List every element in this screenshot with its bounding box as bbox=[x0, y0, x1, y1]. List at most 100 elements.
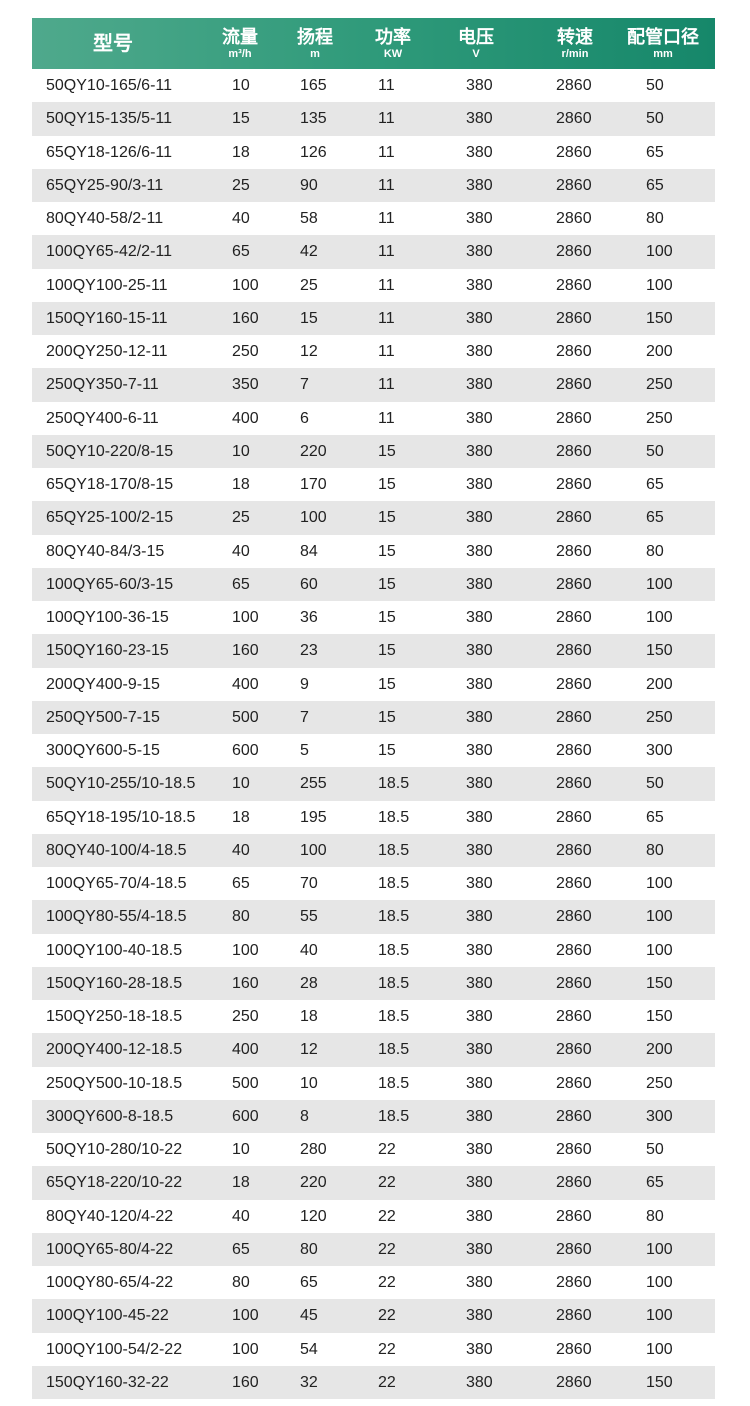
cell-flow: 15 bbox=[232, 110, 250, 128]
cell-model: 100QY80-55/4-18.5 bbox=[46, 908, 187, 926]
table-row: 250QY500-10-18.5 500 10 18.5 380 2860 250 bbox=[32, 1067, 715, 1100]
cell-model: 100QY65-80/4-22 bbox=[46, 1240, 174, 1258]
cell-power: 11 bbox=[378, 77, 395, 94]
cell-head: 58 bbox=[300, 210, 318, 227]
cell-head: 5 bbox=[300, 742, 309, 759]
cell-model: 100QY65-42/2-11 bbox=[46, 243, 173, 261]
table-row: 100QY100-36-15 100 36 15 380 2860 100 bbox=[32, 601, 715, 634]
cell-pipe-diameter: 100 bbox=[646, 1307, 673, 1325]
cell-flow: 40 bbox=[232, 841, 250, 859]
cell-voltage: 380 bbox=[466, 775, 493, 793]
cell-speed: 2860 bbox=[556, 908, 592, 926]
table-row: 80QY40-100/4-18.5 40 100 18.5 380 2860 80 bbox=[32, 833, 715, 867]
cell-pipe-diameter: 150 bbox=[646, 1008, 673, 1025]
cell-head: 15 bbox=[300, 309, 318, 327]
table-row: 100QY65-42/2-11 65 42 11 380 2860 100 bbox=[32, 235, 715, 269]
cell-model: 150QY160-32-22 bbox=[46, 1373, 169, 1391]
cell-speed: 2860 bbox=[556, 276, 592, 294]
cell-voltage: 380 bbox=[466, 675, 493, 693]
cell-speed: 2860 bbox=[556, 376, 592, 394]
cell-model: 100QY100-54/2-22 bbox=[46, 1340, 183, 1358]
cell-flow: 600 bbox=[232, 1107, 259, 1125]
cell-flow: 10 bbox=[232, 1141, 250, 1158]
cell-model: 65QY18-195/10-18.5 bbox=[46, 808, 196, 826]
cell-flow: 160 bbox=[232, 1373, 259, 1391]
cell-head: 100 bbox=[300, 841, 327, 859]
cell-model: 300QY600-8-18.5 bbox=[46, 1107, 174, 1125]
cell-voltage: 380 bbox=[466, 941, 493, 959]
cell-head: 165 bbox=[300, 77, 327, 94]
header-title: 转速 bbox=[557, 26, 593, 47]
cell-pipe-diameter: 65 bbox=[646, 509, 664, 527]
cell-model: 100QY65-60/3-15 bbox=[46, 575, 174, 593]
cell-pipe-diameter: 80 bbox=[646, 542, 664, 560]
cell-head: 55 bbox=[300, 908, 318, 926]
table-header: 型号 流量 m³/h 扬程 m 功率 KW 电压 V 转速 r/min 配管口径 mm bbox=[32, 18, 715, 69]
cell-speed: 2860 bbox=[556, 542, 592, 560]
cell-power: 15 bbox=[378, 675, 396, 693]
cell-model: 80QY40-120/4-22 bbox=[46, 1207, 174, 1225]
cell-speed: 2860 bbox=[556, 708, 592, 726]
cell-pipe-diameter: 200 bbox=[646, 1041, 673, 1059]
cell-voltage: 380 bbox=[466, 210, 493, 227]
header-unit: V bbox=[472, 47, 480, 60]
cell-model: 100QY80-65/4-22 bbox=[46, 1274, 174, 1291]
cell-power: 15 bbox=[378, 575, 396, 593]
cell-flow: 500 bbox=[232, 1074, 259, 1092]
cell-speed: 2860 bbox=[556, 1340, 592, 1358]
cell-speed: 2860 bbox=[556, 1141, 592, 1158]
cell-power: 22 bbox=[378, 1307, 396, 1325]
cell-voltage: 380 bbox=[466, 1141, 493, 1158]
cell-model: 80QY40-58/2-11 bbox=[46, 210, 164, 227]
cell-flow: 18 bbox=[232, 476, 250, 493]
cell-power: 18.5 bbox=[378, 908, 410, 926]
table-row: 300QY600-8-18.5 600 8 18.5 380 2860 300 bbox=[32, 1099, 715, 1133]
cell-voltage: 380 bbox=[466, 276, 493, 294]
cell-model: 50QY15-135/5-11 bbox=[46, 110, 173, 128]
cell-voltage: 380 bbox=[466, 1074, 493, 1092]
cell-power: 18.5 bbox=[378, 941, 410, 959]
cell-speed: 2860 bbox=[556, 575, 592, 593]
table-row: 50QY10-165/6-11 10 165 11 380 2860 50 bbox=[32, 69, 715, 102]
cell-power: 11 bbox=[378, 409, 395, 427]
cell-speed: 2860 bbox=[556, 442, 592, 460]
cell-voltage: 380 bbox=[466, 509, 493, 527]
cell-power: 18.5 bbox=[378, 841, 410, 859]
table-row: 250QY400-6-11 400 6 11 380 2860 250 bbox=[32, 402, 715, 435]
cell-speed: 2860 bbox=[556, 941, 592, 959]
cell-head: 45 bbox=[300, 1307, 318, 1325]
cell-head: 12 bbox=[300, 1041, 318, 1059]
cell-pipe-diameter: 250 bbox=[646, 376, 673, 394]
cell-flow: 10 bbox=[232, 77, 250, 94]
cell-head: 10 bbox=[300, 1074, 318, 1092]
cell-flow: 160 bbox=[232, 309, 259, 327]
cell-flow: 100 bbox=[232, 1307, 259, 1325]
cell-speed: 2860 bbox=[556, 642, 592, 660]
cell-speed: 2860 bbox=[556, 243, 592, 261]
cell-power: 11 bbox=[378, 343, 395, 360]
cell-flow: 400 bbox=[232, 675, 259, 693]
cell-power: 15 bbox=[378, 542, 396, 560]
header-flow: 流量 m³/h bbox=[222, 18, 258, 69]
cell-flow: 10 bbox=[232, 442, 250, 460]
cell-flow: 400 bbox=[232, 1041, 259, 1059]
cell-power: 11 bbox=[378, 309, 395, 327]
table-row: 100QY100-54/2-22 100 54 22 380 2860 100 bbox=[32, 1333, 715, 1366]
cell-head: 36 bbox=[300, 609, 318, 626]
cell-power: 15 bbox=[378, 609, 396, 626]
header-head: 扬程 m bbox=[297, 18, 333, 69]
cell-flow: 600 bbox=[232, 742, 259, 759]
cell-head: 25 bbox=[300, 276, 318, 294]
cell-model: 150QY160-23-15 bbox=[46, 642, 169, 660]
cell-pipe-diameter: 50 bbox=[646, 442, 664, 460]
cell-pipe-diameter: 65 bbox=[646, 808, 664, 826]
cell-flow: 100 bbox=[232, 941, 259, 959]
cell-voltage: 380 bbox=[466, 609, 493, 626]
cell-voltage: 380 bbox=[466, 77, 493, 94]
cell-model: 150QY160-28-18.5 bbox=[46, 974, 183, 992]
cell-model: 65QY18-220/10-22 bbox=[46, 1174, 183, 1192]
cell-voltage: 380 bbox=[466, 1274, 493, 1291]
cell-flow: 25 bbox=[232, 509, 250, 527]
cell-speed: 2860 bbox=[556, 1240, 592, 1258]
cell-voltage: 380 bbox=[466, 1008, 493, 1025]
